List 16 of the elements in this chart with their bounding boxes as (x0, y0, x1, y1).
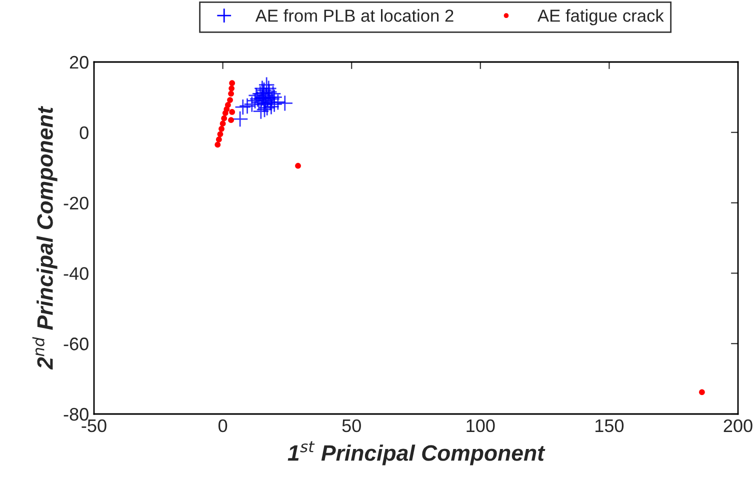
y-tick-label: 0 (80, 126, 88, 140)
x-tick-label: -50 (82, 419, 106, 432)
legend-label: AE fatigue crack (538, 9, 664, 26)
y-tick-label: -60 (64, 338, 88, 350)
y-axis-title: 2$^{nd}$ Principal Component (32, 106, 58, 370)
y-tick-label: -20 (64, 196, 88, 210)
y-tick-label: 20 (70, 56, 88, 69)
x-axis-title: 1$^{st}$ Principal Component (288, 441, 546, 466)
y-tick-label: -80 (64, 408, 88, 421)
x-tick-label: 50 (342, 419, 361, 432)
y-tick-label: -40 (64, 267, 88, 280)
x-tick-label: 0 (218, 419, 228, 432)
legend-label: AE from PLB at location 2 (255, 9, 454, 22)
x-tick-label: 100 (466, 419, 495, 432)
x-tick-label: 200 (724, 419, 752, 432)
x-tick-label: 150 (596, 419, 624, 432)
